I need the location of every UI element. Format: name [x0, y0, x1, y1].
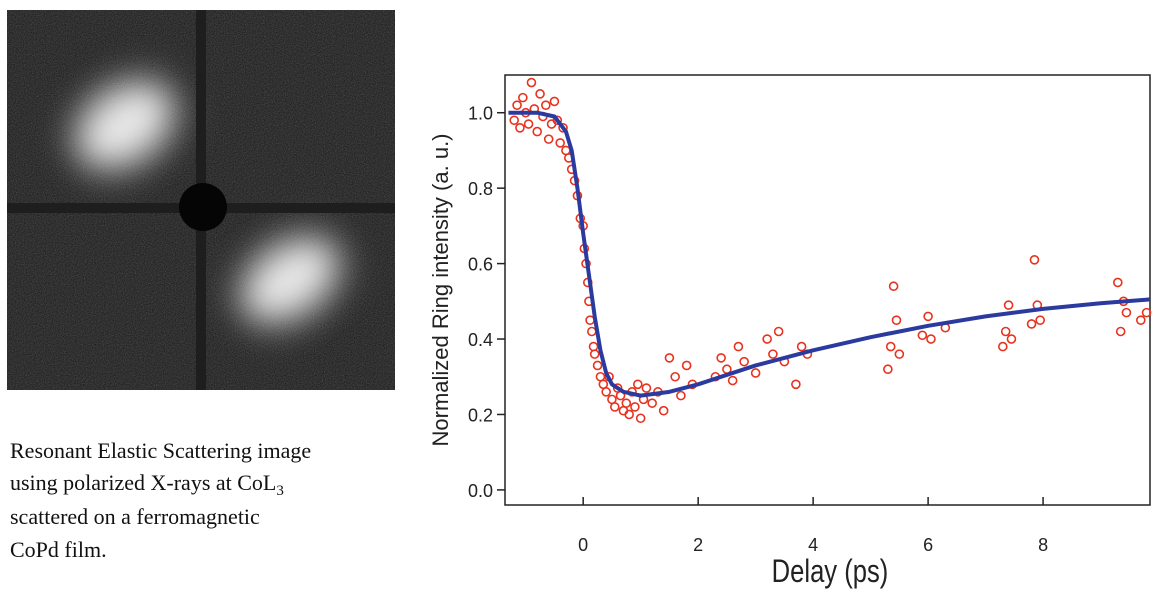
data-point — [552, 115, 563, 126]
data-point — [515, 123, 525, 133]
y-tick-label: 0.0 — [468, 481, 493, 501]
data-point — [739, 356, 749, 367]
data-point — [518, 92, 528, 103]
x-tick-label: 2 — [693, 535, 703, 555]
data-point — [509, 115, 519, 126]
data-point — [998, 341, 1008, 352]
data-point — [588, 341, 599, 352]
data-point — [1136, 315, 1146, 325]
data-point — [601, 387, 611, 397]
x-tick-label: 4 — [808, 535, 818, 555]
caption-line: CoPd film. — [10, 537, 107, 562]
data-point — [526, 77, 537, 88]
data-point — [647, 398, 657, 408]
caption-line: Resonant Elastic Scattering image — [10, 438, 311, 463]
x-tick-label: 8 — [1038, 535, 1048, 555]
data-point — [885, 341, 896, 352]
caption-line: using polarized X-rays at CoL3 — [10, 470, 284, 499]
data-point — [587, 326, 597, 337]
data-point — [549, 96, 560, 107]
fit-line — [508, 110, 1151, 398]
data-point — [512, 100, 522, 110]
data-point — [1006, 334, 1017, 344]
data-point — [1121, 307, 1132, 318]
data-point — [923, 311, 933, 322]
y-axis-label: Normalized Ring intensity (a. u.) — [428, 133, 453, 446]
data-point — [1026, 319, 1037, 329]
data-point — [630, 402, 640, 412]
caption-subscript: 3 — [276, 483, 284, 499]
x-tick-label: 6 — [923, 535, 933, 555]
data-point — [1035, 315, 1046, 325]
x-axis-label: Delay (ps) — [772, 554, 889, 589]
caption-text: using polarized X-rays at CoL — [10, 470, 276, 495]
y-tick-label: 0.8 — [468, 179, 493, 199]
data-point — [558, 123, 568, 133]
data-point — [664, 353, 675, 363]
data-point — [1115, 326, 1126, 337]
data-point — [768, 349, 778, 359]
y-tick-label: 0.6 — [468, 255, 493, 275]
data-point — [621, 398, 632, 408]
data-point — [658, 405, 669, 416]
data-point — [1003, 300, 1014, 310]
data-point — [543, 134, 554, 144]
x-tick-label: 0 — [578, 535, 588, 555]
data-point — [750, 368, 761, 378]
data-point — [883, 364, 893, 375]
data-point — [791, 379, 801, 390]
data-point — [635, 413, 646, 424]
plot-frame — [504, 74, 1151, 506]
data-point — [676, 390, 686, 401]
data-point — [1029, 255, 1040, 265]
y-tick-label: 0.4 — [468, 330, 493, 350]
data-point — [589, 349, 600, 359]
data-point — [762, 334, 772, 344]
data-point — [535, 89, 545, 99]
data-point — [532, 126, 542, 137]
data-point — [624, 409, 634, 420]
data-point — [523, 119, 534, 129]
scattering-image — [7, 10, 395, 390]
data-point — [1113, 277, 1123, 288]
data-point — [773, 326, 784, 337]
data-point — [894, 349, 905, 359]
data-point — [1000, 326, 1011, 337]
data-point — [733, 341, 744, 352]
data-point — [609, 402, 620, 412]
data-point — [555, 138, 565, 148]
data-point — [926, 334, 936, 344]
data-point — [1141, 307, 1152, 318]
y-tick-label: 1.0 — [468, 104, 493, 124]
data-point — [888, 281, 899, 292]
data-point — [641, 383, 652, 393]
data-point — [541, 100, 551, 110]
data-point — [917, 330, 928, 341]
data-point — [592, 360, 603, 371]
caption-line: scattered on a ferromagnetic — [10, 504, 260, 529]
data-point — [796, 341, 807, 352]
data-point — [891, 315, 902, 325]
data-point — [716, 353, 726, 363]
y-tick-label: 0.2 — [468, 405, 493, 425]
caption: Resonant Elastic Scattering image using … — [10, 438, 311, 562]
data-point — [727, 375, 738, 386]
data-point — [670, 371, 680, 382]
data-point — [681, 360, 692, 371]
chart: Normalized Ring intensity (a. u.) Delay … — [428, 74, 1152, 590]
data-point — [632, 379, 643, 390]
